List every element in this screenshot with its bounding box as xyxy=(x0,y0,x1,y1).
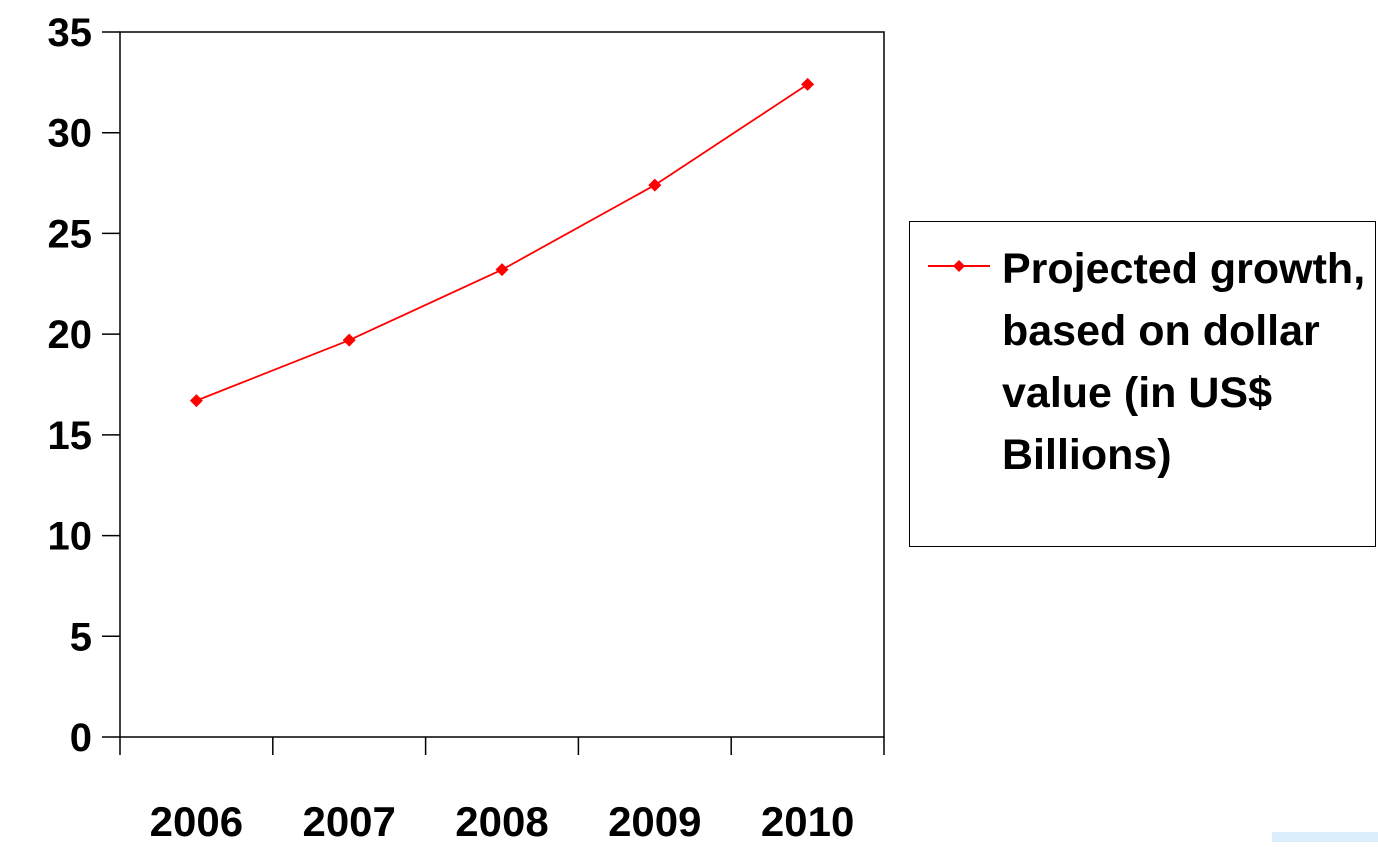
x-axis: 2006 2007 2008 2009 2010 xyxy=(119,737,885,845)
y-axis: 0 5 10 15 20 25 30 35 xyxy=(48,11,120,760)
x-tick-label: 2007 xyxy=(302,798,395,842)
x-tick-label: 2009 xyxy=(608,798,701,842)
data-point-marker xyxy=(648,178,662,192)
x-tick-label: 2008 xyxy=(455,798,548,842)
series-line xyxy=(196,83,809,402)
corner-decoration xyxy=(1272,832,1378,842)
x-tick-label: 2010 xyxy=(761,798,854,842)
y-tick-label: 20 xyxy=(48,313,93,357)
legend: Projected growth, based on dollar value … xyxy=(909,221,1376,547)
data-point-marker xyxy=(342,333,356,347)
y-tick-label: 10 xyxy=(48,515,93,559)
x-tick-label: 2006 xyxy=(150,798,243,842)
data-point-marker xyxy=(189,394,203,408)
y-tick-label: 15 xyxy=(48,414,93,458)
plot-area xyxy=(119,31,885,738)
y-tick-label: 25 xyxy=(48,212,93,256)
data-point-marker xyxy=(801,77,815,91)
legend-label-series: Projected growth, based on dollar value … xyxy=(1002,245,1366,479)
y-tick-label: 30 xyxy=(48,112,93,156)
y-tick-label: 5 xyxy=(70,615,92,659)
series-projected-growth xyxy=(189,77,815,408)
y-tick-label: 35 xyxy=(48,11,93,55)
y-tick-label: 0 xyxy=(70,716,92,760)
data-point-marker xyxy=(495,263,509,277)
legend-marker-diamond xyxy=(953,260,965,272)
plot-frame xyxy=(119,31,885,738)
legend-marker-icon xyxy=(928,260,990,272)
